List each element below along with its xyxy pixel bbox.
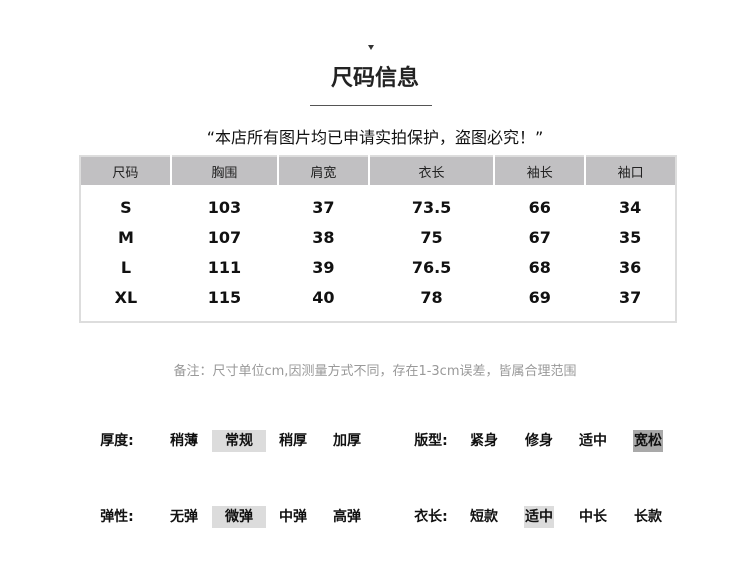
table-row: L 111 39 76.5 68 36 bbox=[80, 252, 676, 282]
attribute-option: 常规 bbox=[212, 430, 266, 452]
attribute-option: 中弹 bbox=[279, 509, 307, 525]
attribute-option: 修身 bbox=[525, 433, 553, 449]
table-row: M 107 38 75 67 35 bbox=[80, 222, 676, 252]
table-cell: 34 bbox=[618, 197, 642, 217]
attribute-option: 稍薄 bbox=[170, 433, 198, 449]
table-cell: 67 bbox=[528, 227, 551, 247]
attribute-label: 厚度: bbox=[100, 433, 134, 449]
table-cell: M bbox=[117, 227, 134, 247]
table-cell: 68 bbox=[528, 257, 551, 277]
size-table: 尺码 胸围 肩宽 衣长 袖长 袖口 S 103 37 73.5 66 34 M 107 38 75 67 35 L… bbox=[79, 155, 677, 323]
attribute-option: 高弹 bbox=[333, 509, 361, 525]
table-cell: 73.5 bbox=[411, 197, 452, 217]
table-cell: L bbox=[120, 257, 132, 277]
column-header: 衣长 bbox=[367, 156, 495, 185]
attribute-option: 适中 bbox=[524, 506, 554, 528]
triangle-down-icon bbox=[368, 45, 374, 50]
table-cell: 37 bbox=[312, 197, 335, 217]
table-cell: 35 bbox=[618, 227, 642, 247]
table-cell: 39 bbox=[312, 257, 335, 277]
table-cell: 78 bbox=[420, 287, 443, 307]
attribute-option: 稍厚 bbox=[279, 433, 307, 449]
attribute-option: 宽松 bbox=[633, 430, 663, 452]
table-row: S 103 37 73.5 66 34 bbox=[80, 185, 676, 222]
column-header: 袖长 bbox=[493, 156, 586, 185]
table-cell: 36 bbox=[618, 257, 642, 277]
column-header: 袖口 bbox=[584, 156, 676, 185]
attribute-option: 中长 bbox=[579, 509, 607, 525]
table-cell: 38 bbox=[312, 227, 335, 247]
attribute-label: 版型: bbox=[414, 433, 448, 449]
page-title: 尺码信息 bbox=[330, 66, 419, 91]
attribute-option: 微弹 bbox=[212, 506, 266, 528]
attribute-option: 长款 bbox=[634, 509, 662, 525]
attribute-option: 加厚 bbox=[333, 433, 361, 449]
table-cell: 66 bbox=[528, 197, 551, 217]
attribute-label: 弹性: bbox=[100, 509, 134, 525]
table-cell: 69 bbox=[528, 287, 551, 307]
column-header: 肩宽 bbox=[276, 156, 369, 185]
table-cell: 40 bbox=[312, 287, 335, 307]
attribute-option: 紧身 bbox=[470, 433, 498, 449]
table-row: XL 115 40 78 69 37 bbox=[80, 282, 676, 322]
table-cell: 76.5 bbox=[411, 257, 452, 277]
attribute-option: 短款 bbox=[470, 509, 498, 525]
column-header: 胸围 bbox=[169, 156, 278, 185]
table-cell: 111 bbox=[207, 257, 242, 277]
attribute-option: 无弹 bbox=[170, 509, 198, 525]
table-cell: 115 bbox=[207, 287, 242, 307]
measurement-note: 备注：尺寸单位cm,因测量方式不同，存在1-3cm误差，皆属合理范围 bbox=[173, 364, 577, 379]
column-header: 尺码 bbox=[80, 156, 171, 185]
attribute-option: 适中 bbox=[579, 433, 607, 449]
table-cell: 37 bbox=[618, 287, 642, 307]
table-cell: 107 bbox=[207, 227, 242, 247]
table-cell: 75 bbox=[420, 227, 443, 247]
table-cell: XL bbox=[114, 287, 138, 307]
table-cell: S bbox=[120, 197, 132, 217]
attribute-label: 衣长: bbox=[414, 509, 448, 525]
copyright-notice: “本店所有图片均已申请实拍保护，盗图必究！” bbox=[206, 128, 544, 147]
table-cell: 103 bbox=[207, 197, 242, 217]
title-divider bbox=[310, 105, 432, 106]
